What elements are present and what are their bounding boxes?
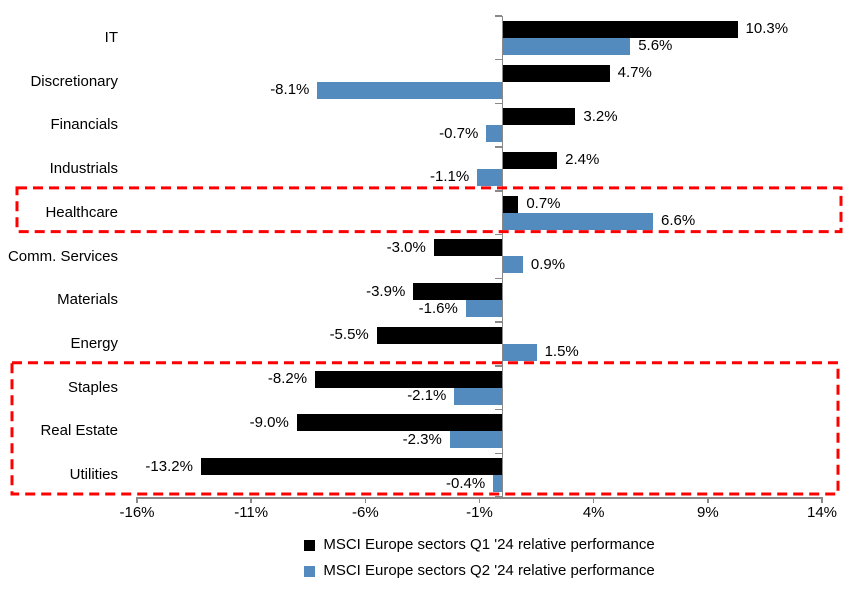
bar-q1 [502, 108, 576, 126]
data-label: 1.5% [544, 343, 579, 361]
data-label: -2.3% [402, 430, 442, 448]
x-axis-tick [592, 497, 595, 503]
bar-q2 [486, 125, 503, 143]
data-label: -1.6% [418, 299, 458, 317]
y-axis-tick [495, 452, 503, 455]
data-label: 3.2% [583, 107, 618, 125]
x-axis-tick [364, 497, 367, 503]
bar-q2 [502, 343, 537, 361]
bar-q1 [502, 20, 738, 38]
legend: MSCI Europe sectors Q1 '24 relative perf… [137, 536, 822, 580]
x-axis-tick [478, 497, 481, 503]
data-label: 6.6% [661, 212, 696, 230]
y-axis-tick [495, 233, 503, 236]
bar-q2 [317, 81, 503, 99]
category-label: Industrials [49, 160, 118, 178]
y-axis-tick [495, 102, 503, 105]
category-label: Staples [67, 378, 118, 396]
highlight-box [15, 186, 843, 234]
y-axis-tick [495, 365, 503, 367]
data-label: -13.2% [145, 457, 193, 475]
category-label: Financials [50, 116, 118, 134]
x-tick-label: -16% [119, 504, 155, 521]
data-label: -8.1% [270, 81, 310, 99]
y-axis-tick [495, 15, 503, 17]
y-axis-tick [495, 190, 503, 192]
bar-q1 [315, 370, 503, 388]
data-label: -5.5% [329, 326, 369, 344]
x-tick-label: -6% [351, 504, 379, 521]
bar-q2 [502, 212, 654, 230]
bar-q1 [413, 283, 503, 301]
category-label: Energy [70, 334, 118, 352]
legend-swatch-q1-icon [304, 539, 316, 551]
data-label: 2.4% [565, 151, 600, 169]
bar-q1 [296, 414, 503, 432]
category-label: Discretionary [30, 72, 118, 90]
x-tick-label: 9% [696, 504, 719, 521]
y-axis-tick [495, 408, 503, 411]
x-axis-tick [821, 497, 823, 503]
data-label: -9.0% [249, 413, 289, 431]
data-label: -0.4% [446, 474, 486, 492]
data-label: 5.6% [638, 37, 673, 55]
y-axis-tick [495, 321, 503, 323]
data-label: -0.7% [439, 124, 479, 142]
data-label: -1.1% [430, 168, 470, 186]
x-axis-tick [136, 497, 138, 503]
x-axis-tick [250, 497, 252, 503]
y-axis-tick [495, 146, 503, 148]
bar-q1 [502, 195, 519, 213]
category-label: Real Estate [40, 422, 118, 440]
x-tick-label: 14% [806, 504, 838, 521]
bar-q1 [200, 458, 503, 476]
category-label: Materials [57, 291, 118, 309]
y-axis-tick [495, 277, 503, 280]
y-axis-tick [495, 58, 503, 61]
bar-q2 [502, 256, 523, 274]
category-label: IT [104, 28, 118, 46]
legend-item-q2: MSCI Europe sectors Q2 '24 relative perf… [304, 562, 655, 580]
data-label: -2.1% [407, 387, 447, 405]
x-tick-label: -1% [466, 504, 493, 521]
bar-q1 [502, 64, 610, 82]
category-label: Utilities [69, 466, 118, 484]
legend-swatch-q2-icon [304, 565, 316, 577]
bar-q1 [502, 151, 558, 169]
bar-q2 [502, 37, 631, 55]
y-axis [501, 16, 504, 497]
data-label: 0.9% [530, 255, 566, 273]
x-tick-label: 4% [582, 504, 605, 521]
x-tick-label: -11% [234, 504, 269, 521]
bar-q1 [433, 239, 503, 257]
bar-q2 [454, 387, 503, 405]
x-axis-tick [707, 497, 709, 503]
data-label: -3.0% [386, 238, 426, 256]
legend-item-q1: MSCI Europe sectors Q1 '24 relative perf… [304, 536, 655, 554]
data-label: 4.7% [617, 64, 652, 82]
category-label: Comm. Services [7, 247, 118, 265]
bar-q2 [465, 300, 503, 318]
category-label: Healthcare [45, 203, 118, 221]
data-label: -8.2% [267, 370, 308, 388]
legend-label-q1: MSCI Europe sectors Q1 '24 relative perf… [323, 536, 655, 553]
bar-q1 [376, 326, 503, 344]
data-label: 0.7% [526, 195, 561, 213]
bar-q2 [477, 168, 503, 186]
data-label: -3.9% [366, 282, 406, 300]
legend-label-q2: MSCI Europe sectors Q2 '24 relative perf… [323, 562, 655, 579]
data-label: 10.3% [745, 20, 789, 38]
bar-q2 [449, 431, 503, 449]
